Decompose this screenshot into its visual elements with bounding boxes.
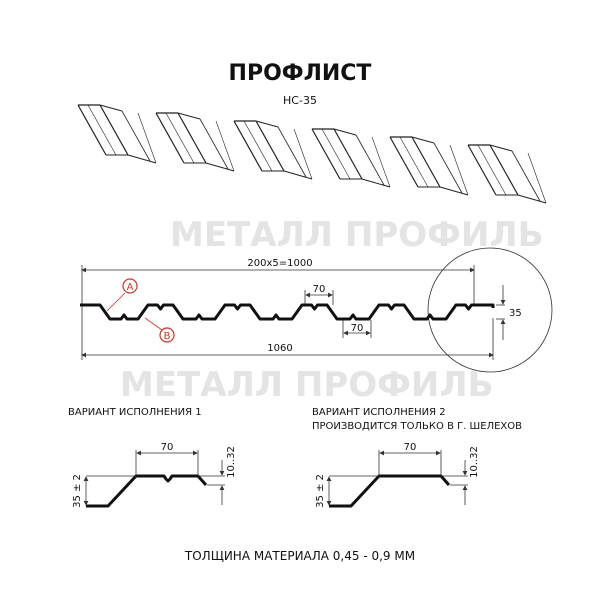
variant-2-note: ПРОИЗВОДИТСЯ ТОЛЬКО В Г. ШЕЛЕХОВ [312,421,522,432]
marker-b-label: B [164,331,171,342]
material-thickness: ТОЛЩИНА МАТЕРИАЛА 0,45 - 0,9 ММ [184,549,415,563]
sheet-line [489,144,519,196]
variant-1-dim-width: 70 [161,442,174,453]
sheet-line [215,120,235,172]
sheet-line [371,136,391,188]
variant-1: ВАРИАНТ ИСПОЛНЕНИЯ 1 70 35 ± 2 10..32 [68,407,237,508]
sheet-illustration [77,104,547,204]
dim-pitch: 200x5=1000 [247,258,312,269]
dim-height: 35 [509,308,522,319]
dim-total: 1060 [267,343,292,354]
sheet-line [333,128,363,180]
main-profile: 200x5=1000 1060 70 70 35 A B [80,247,553,373]
sheet-line [121,110,151,162]
sheet-line [233,120,263,172]
sheet-line [311,128,341,180]
variant-1-title: ВАРИАНТ ИСПОЛНЕНИЯ 1 [68,407,202,418]
detail-circle [427,247,553,373]
sheet-line [293,128,313,180]
sheet-line [467,144,497,196]
page-subtitle: НС-35 [283,94,317,107]
variant-2-dim-width: 70 [404,442,417,453]
sheet-line [177,112,207,164]
variant-2-title: ВАРИАНТ ИСПОЛНЕНИЯ 2 [312,407,446,418]
sheet-line [449,144,469,196]
sheet-line [137,112,157,164]
variant-1-dim-height: 35 ± 2 [72,474,83,508]
variant-2-dim-edge: 10..32 [469,446,480,478]
sheet-line [77,104,107,156]
sheet-line [127,154,157,164]
sheet-line [399,136,429,188]
sheet-line [243,120,273,172]
sheet-line [321,128,351,180]
sheet-line [389,136,419,188]
dim-bottom: 70 [351,323,364,334]
dim-top: 70 [313,284,326,295]
sheet-line [439,186,469,196]
sheet-line [87,104,117,156]
watermark: МЕТАЛЛ ПРОФИЛЬ МЕТАЛЛ ПРОФИЛЬ [120,215,544,405]
sheet-line [511,150,541,202]
sheet-line [255,120,285,172]
sheet-line [205,162,235,172]
variant-1-dim-edge: 10..32 [226,446,237,478]
page-title: ПРОФЛИСТ [229,61,372,86]
watermark-lower: МЕТАЛЛ ПРОФИЛЬ [120,365,494,405]
sheet-line [277,126,307,178]
variant-2: ВАРИАНТ ИСПОЛНЕНИЯ 2 ПРОИЗВОДИТСЯ ТОЛЬКО… [312,407,522,508]
sheet-line [255,120,279,128]
variant-2-dim-height: 35 ± 2 [315,474,326,508]
sheet-line [99,104,129,156]
sheet-line [99,104,123,112]
sheet-line [355,134,385,186]
sheet-line [155,112,185,164]
watermark-upper: МЕТАЛЛ ПРОФИЛЬ [170,215,544,255]
sheet-line [411,136,435,144]
profile-line [80,303,495,321]
sheet-line [489,144,513,152]
sheet-line [517,194,547,204]
sheet-line [199,118,229,170]
sheet-line [177,112,201,120]
sheet-line [333,128,357,136]
sheet-line [477,144,507,196]
marker-a [122,278,138,294]
marker-b [159,327,175,343]
sheet-line [411,136,441,188]
sheet-line [527,152,547,204]
marker-a-label: A [127,282,134,293]
sheet-line [361,178,391,188]
sheet-line [283,170,313,180]
sheet-line [165,112,195,164]
sheet-line [433,142,463,194]
